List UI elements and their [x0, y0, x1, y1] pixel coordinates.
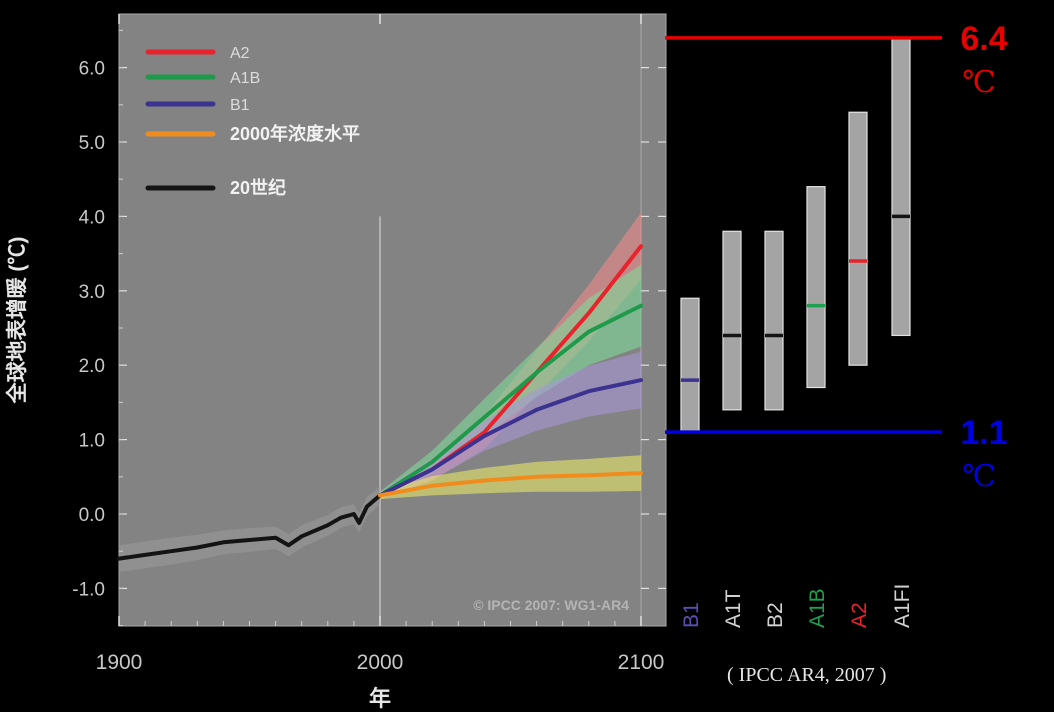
legend-label: A2 [230, 45, 250, 62]
scenario-label-A1T: A1T [722, 589, 745, 628]
y-axis-title: 全球地表增暖 (℃) [5, 237, 29, 405]
y-tick-label: 6.0 [79, 59, 105, 80]
legend-label: 20世纪 [230, 177, 286, 198]
y-tick-label: 1.0 [79, 431, 105, 452]
y-tick-label: 5.0 [79, 133, 105, 154]
source-credit: ( IPCC AR4, 2007 ) [727, 664, 887, 686]
uncertainty-band-2 [380, 264, 641, 500]
range-bar-B1 [680, 297, 700, 433]
range-bar-A1T [722, 230, 742, 411]
range-bar-B2 [764, 230, 784, 411]
x-tick-label: 2000 [357, 651, 404, 674]
range-bar-A1FI [891, 37, 911, 337]
bound-value-1: 1.1 [960, 414, 1007, 452]
range-bar-A1B [806, 186, 826, 389]
scenario-label-B2: B2 [764, 602, 787, 628]
x-axis-title: 年 [369, 686, 391, 711]
watermark: © IPCC 2007: WG1-AR4 [473, 597, 629, 613]
scenario-label-A1FI: A1FI [891, 584, 914, 628]
y-tick-label: 3.0 [79, 282, 105, 303]
side-axis-strip [640, 13, 667, 627]
y-tick-label: 0.0 [79, 505, 105, 526]
legend-label: B1 [230, 97, 250, 114]
bound-unit-0: ℃ [962, 65, 996, 100]
bound-unit-1: ℃ [962, 459, 996, 494]
legend-label: A1B [230, 70, 260, 87]
y-tick-label: -1.0 [72, 579, 105, 600]
x-tick-label: 1900 [96, 651, 143, 674]
y-tick-label: 4.0 [79, 207, 105, 228]
scenario-label-B1: B1 [680, 602, 703, 628]
range-bar-A2 [848, 111, 868, 366]
series-line-4 [378, 471, 643, 498]
bound-value-0: 6.4 [960, 20, 1007, 58]
scenario-label-A2: A2 [848, 602, 871, 628]
y-tick-label: 2.0 [79, 356, 105, 377]
series-line-3 [378, 378, 643, 498]
legend-label: 2000年浓度水平 [230, 123, 360, 144]
scenario-label-A1B: A1B [806, 588, 829, 628]
series-line-0 [117, 493, 382, 561]
x-tick-label: 2100 [618, 651, 665, 674]
series-line-2 [378, 303, 643, 498]
